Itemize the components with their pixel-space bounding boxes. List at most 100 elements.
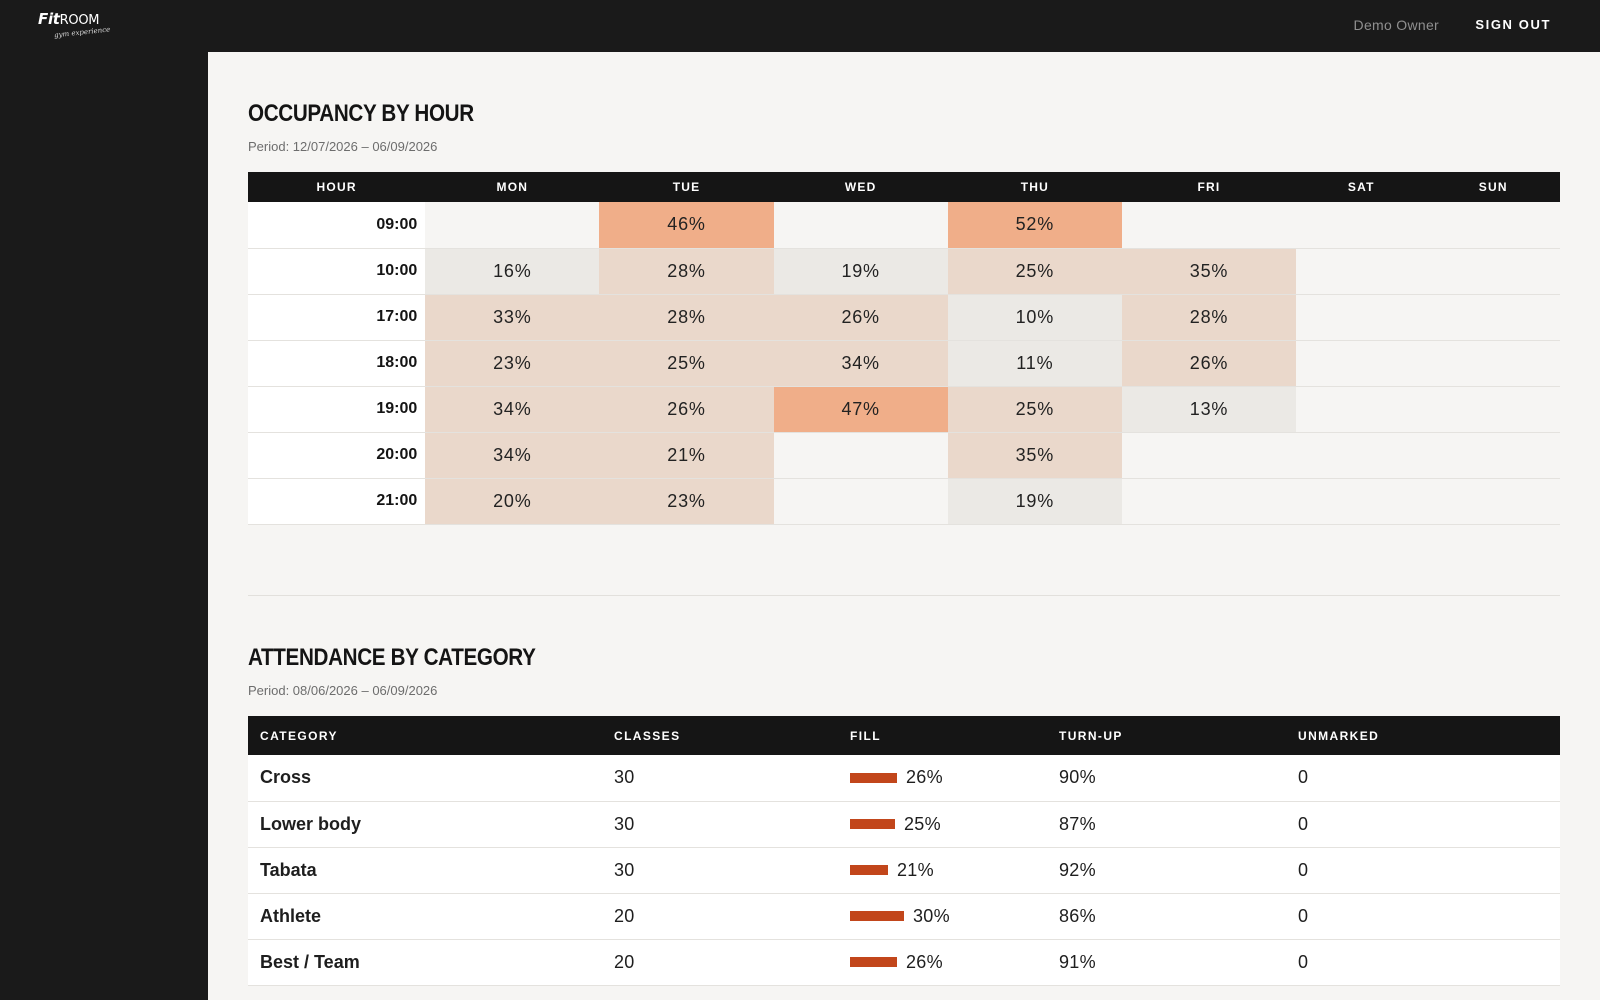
occupancy-cell: [1296, 386, 1427, 433]
fill-cell: 26%: [838, 939, 1047, 986]
occupancy-period: Period: 12/07/2026 – 06/09/2026: [248, 139, 438, 154]
logo-wordmark: FitROOM: [38, 10, 118, 30]
fill-bar: [850, 911, 904, 921]
occupancy-col-header: SAT: [1296, 172, 1427, 202]
occupancy-cell: [1426, 248, 1560, 295]
occupancy-cell: [1296, 432, 1427, 479]
top-bar: FitROOM gym experience Demo Owner SIGN O…: [0, 0, 1600, 52]
turnup-percent: 86%: [1047, 893, 1286, 940]
fill-bar: [850, 865, 888, 875]
occupancy-body: 09:00 46% 52% 10:00 16% 28% 19% 25% 35% 17:00 33% 2…: [248, 202, 1560, 525]
attendance-title: ATTENDANCE BY CATEGORY: [248, 644, 536, 671]
occupancy-cell: [1296, 202, 1427, 249]
attendance-col-header: CATEGORY: [248, 716, 602, 755]
occupancy-cell: 25%: [947, 386, 1122, 433]
fill-indicator: 21%: [850, 860, 1047, 881]
logo-fit: Fit: [38, 10, 60, 28]
fill-percent: 26%: [906, 951, 943, 972]
unmarked-count: 0: [1286, 939, 1560, 986]
occupancy-cell: [1296, 478, 1427, 525]
unmarked-count: 0: [1286, 801, 1560, 848]
occupancy-cell: 16%: [425, 248, 600, 295]
occupancy-section: OCCUPANCY BY HOUR Period: 12/07/2026 – 0…: [248, 100, 1560, 525]
attendance-col-header: FILL: [838, 716, 1047, 755]
turnup-percent: 92%: [1047, 847, 1286, 894]
occupancy-row: 18:00 23% 25% 34% 11% 26%: [248, 340, 1560, 387]
occupancy-cell: 46%: [599, 202, 774, 249]
occupancy-row: 09:00 46% 52%: [248, 202, 1560, 249]
occupancy-row: 10:00 16% 28% 19% 25% 35%: [248, 248, 1560, 295]
attendance-col-header: CLASSES: [602, 716, 838, 755]
occupancy-row: 19:00 34% 26% 47% 25% 13%: [248, 386, 1560, 433]
attendance-row: Athlete 20 30% 86% 0: [248, 893, 1560, 940]
unmarked-count: 0: [1286, 847, 1560, 894]
classes-count: 30: [602, 801, 838, 848]
fill-percent: 30%: [913, 905, 950, 926]
occupancy-cell: 35%: [1121, 248, 1297, 295]
occupancy-cell: 26%: [1121, 340, 1297, 387]
unmarked-count: 0: [1286, 755, 1560, 802]
occupancy-cell: 20%: [425, 478, 600, 525]
occupancy-col-header: SUN: [1426, 172, 1560, 202]
occupancy-cell: [1121, 202, 1297, 249]
attendance-col-header: UNMARKED: [1286, 716, 1560, 755]
sign-out-button[interactable]: SIGN OUT: [1475, 17, 1551, 32]
occupancy-col-header: WED: [773, 172, 948, 202]
classes-count: 30: [602, 847, 838, 894]
attendance-header-row: CATEGORY CLASSES FILL TURN-UP UNMARKED: [248, 716, 1560, 755]
occupancy-cell: [1426, 478, 1560, 525]
occupancy-cell: 13%: [1121, 386, 1297, 433]
occupancy-col-header: THU: [947, 172, 1122, 202]
occupancy-header-row: HOUR MON TUE WED THU FRI SAT SUN: [248, 172, 1560, 202]
attendance-body: Cross 30 26% 90% 0 Lower body 30 25% 87% 0 Tabata 3…: [248, 755, 1560, 986]
occupancy-cell: [1296, 294, 1427, 341]
fill-percent: 26%: [906, 767, 943, 788]
occupancy-cell: 19%: [947, 478, 1122, 525]
occupancy-cell: [1426, 386, 1560, 433]
occupancy-cell: [1426, 202, 1560, 249]
sidebar: [0, 52, 208, 1000]
category-name: Best / Team: [248, 939, 602, 986]
fitroom-logo[interactable]: FitROOM gym experience: [38, 10, 118, 42]
unmarked-count: 0: [1286, 893, 1560, 940]
fill-cell: 21%: [838, 847, 1047, 894]
occupancy-cell: 23%: [425, 340, 600, 387]
fill-indicator: 25%: [850, 814, 1047, 835]
occupancy-row: 17:00 33% 28% 26% 10% 28%: [248, 294, 1560, 341]
fill-cell: 25%: [838, 801, 1047, 848]
turnup-percent: 90%: [1047, 755, 1286, 802]
occupancy-row: 20:00 34% 21% 35%: [248, 432, 1560, 479]
category-name: Tabata: [248, 847, 602, 894]
occupancy-cell: [1426, 340, 1560, 387]
category-name: Athlete: [248, 893, 602, 940]
occupancy-cell: 33%: [425, 294, 600, 341]
occupancy-cell: 34%: [425, 432, 600, 479]
fill-bar: [850, 772, 897, 783]
fill-cell: 30%: [838, 893, 1047, 940]
occupancy-col-header: TUE: [599, 172, 774, 202]
classes-count: 20: [602, 939, 838, 986]
fill-bar: [850, 957, 897, 967]
occupancy-col-header: MON: [425, 172, 600, 202]
section-divider: [248, 595, 1560, 596]
attendance-period: Period: 08/06/2026 – 06/09/2026: [248, 683, 438, 698]
hour-label: 20:00: [248, 432, 426, 479]
fill-percent: 21%: [897, 859, 934, 880]
attendance-row: Cross 30 26% 90% 0: [248, 755, 1560, 802]
attendance-col-header: TURN-UP: [1047, 716, 1286, 755]
occupancy-cell: 19%: [773, 248, 948, 295]
occupancy-cell: [773, 478, 948, 525]
turnup-percent: 91%: [1047, 939, 1286, 986]
classes-count: 20: [602, 893, 838, 940]
occupancy-cell: 28%: [1121, 294, 1297, 341]
classes-count: 30: [602, 755, 838, 802]
occupancy-cell: 25%: [947, 248, 1122, 295]
occupancy-cell: [1121, 432, 1297, 479]
occupancy-cell: [773, 432, 948, 479]
occupancy-cell: [1296, 248, 1427, 295]
occupancy-cell: [773, 202, 948, 249]
occupancy-cell: 35%: [947, 432, 1122, 479]
attendance-row: Lower body 30 25% 87% 0: [248, 801, 1560, 848]
occupancy-cell: 23%: [599, 478, 774, 525]
occupancy-cell: [425, 202, 600, 249]
